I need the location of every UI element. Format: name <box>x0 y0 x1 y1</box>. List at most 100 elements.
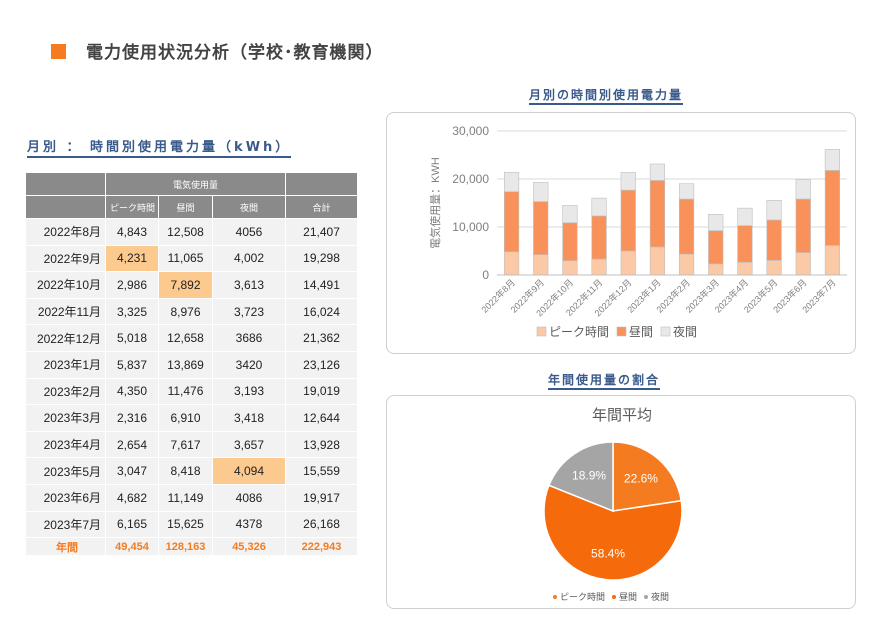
table-row: 2023年3月 2,316 6,910 3,418 12,644 <box>25 404 359 432</box>
pie-title: 年間平均 <box>592 407 652 424</box>
pie-slice <box>548 441 614 513</box>
column-header-day: 昼間 <box>158 195 213 219</box>
page-title: 電力使用状況分析（学校･教育機関） <box>86 43 384 63</box>
bar-segment <box>766 260 782 276</box>
bar-chart-heading: 月別の時間別使用電力量 <box>529 86 684 105</box>
cell-day: 6,910 <box>158 404 213 432</box>
total-total: 222,943 <box>285 537 359 557</box>
total-night: 45,326 <box>211 537 287 557</box>
column-header-night: 夜間 <box>211 195 287 219</box>
bar-segment <box>562 205 578 224</box>
cell-peak: 6,165 <box>105 510 159 539</box>
table-row: 2023年2月 4,350 11,476 3,193 19,019 <box>25 377 359 406</box>
bar-segment <box>795 198 811 253</box>
cell-night: 4,002 <box>211 244 287 273</box>
column-header-peak: ピーク時間 <box>105 195 159 219</box>
table-group-header: 電気使用量 <box>104 172 287 196</box>
cell-night: 4086 <box>211 483 287 512</box>
cell-peak: 5,018 <box>105 324 159 352</box>
pie-chart-panel: 年間平均 22.6% 58.4% 18.9% ピーク時間 昼間 夜間 <box>386 395 856 609</box>
cell-day: 11,476 <box>158 377 213 406</box>
stacked-bar-chart: 010,00020,00030,000電気使用量：KWH2022年8月2022年… <box>428 124 847 339</box>
row-month: 2022年10月 <box>25 271 106 299</box>
bar-segment <box>737 207 753 226</box>
legend-dot <box>644 595 648 599</box>
cell-total: 13,928 <box>285 430 359 459</box>
cell-peak: 3,325 <box>105 297 159 326</box>
cell-night: 3420 <box>211 350 287 379</box>
cell-total: 26,168 <box>285 510 359 539</box>
bar-segment <box>649 180 666 248</box>
legend-label: ピーク時間 <box>549 325 609 339</box>
cell-total: 15,559 <box>285 457 359 485</box>
bar-segment <box>620 250 636 276</box>
cell-total: 21,362 <box>285 324 359 352</box>
y-tick-label: 10,000 <box>452 220 489 234</box>
cell-night: 3,418 <box>211 404 287 432</box>
bar-segment <box>737 261 753 276</box>
cell-total: 23,126 <box>285 350 359 379</box>
pie-slice <box>612 441 683 512</box>
total-month: 年間 <box>25 537 106 557</box>
cell-total: 19,298 <box>285 244 359 273</box>
bar-segment <box>824 170 841 246</box>
row-month: 2023年3月 <box>25 404 106 432</box>
cell-day: 13,869 <box>158 350 213 379</box>
legend-dot <box>612 595 616 599</box>
cell-day: 11,065 <box>158 244 213 273</box>
bar-segment <box>533 182 549 202</box>
cell-day: 15,625 <box>158 510 213 539</box>
cell-peak: 2,316 <box>105 404 159 432</box>
table-row: 2022年8月 4,843 12,508 4056 21,407 <box>25 218 359 246</box>
table-row: 2022年12月 5,018 12,658 3686 21,362 <box>25 324 359 352</box>
y-axis-label: 電気使用量：KWH <box>428 157 442 249</box>
cell-night: 3,723 <box>211 297 287 326</box>
cell-night: 3,193 <box>211 377 287 406</box>
cell-peak: 4,231 <box>105 244 159 273</box>
bar-segment <box>503 191 520 253</box>
bar-segment <box>708 214 724 232</box>
row-month: 2023年1月 <box>25 350 106 379</box>
cell-night: 3,657 <box>211 430 287 459</box>
row-month: 2022年11月 <box>25 297 106 326</box>
row-month: 2023年2月 <box>25 377 106 406</box>
cell-day: 7,617 <box>158 430 213 459</box>
bar-segment <box>708 263 724 276</box>
cell-total: 19,917 <box>285 483 359 512</box>
bar-segment <box>533 254 549 276</box>
bar-segment <box>620 172 636 191</box>
bar-segment <box>591 258 607 276</box>
legend-label: 夜間 <box>673 324 697 339</box>
cell-peak: 4,682 <box>105 483 159 512</box>
table-row: 2023年6月 4,682 11,149 4086 19,917 <box>25 483 359 512</box>
cell-day: 8,976 <box>158 297 213 326</box>
bar-segment <box>591 215 607 260</box>
row-month: 2023年4月 <box>25 430 106 459</box>
cell-total: 14,491 <box>285 271 359 299</box>
legend-swatch <box>660 326 671 337</box>
y-tick-label: 30,000 <box>452 124 489 138</box>
table-row: 2023年5月 3,047 8,418 4,094 15,559 <box>25 457 359 485</box>
bar-segment <box>649 163 666 181</box>
legend-dot <box>553 595 557 599</box>
bar-chart-panel: 0 10,000 20,000 30,000 電気使用量：KWH 2022年8月 2022年… <box>386 112 856 354</box>
legend-label: 昼間 <box>629 325 653 339</box>
bar-segment <box>503 251 520 276</box>
cell-peak: 3,047 <box>105 457 159 485</box>
table-row: 2022年10月 2,986 7,892 3,613 14,491 <box>25 271 359 299</box>
legend-swatch <box>616 326 627 337</box>
row-month: 2022年9月 <box>25 244 106 273</box>
row-month: 2023年6月 <box>25 483 106 512</box>
bar-segment <box>795 179 811 200</box>
cell-night: 3686 <box>211 324 287 352</box>
bar-segment <box>562 260 578 276</box>
cell-day: 11,149 <box>158 483 213 512</box>
bar-segment <box>533 201 549 255</box>
legend-label: 昼間 <box>619 592 637 602</box>
row-month: 2023年5月 <box>25 457 106 485</box>
table-total-row: 年間 49,454 128,163 45,326 222,943 <box>25 537 359 557</box>
row-month: 2022年8月 <box>25 218 106 246</box>
bar-segment <box>620 189 636 252</box>
legend-label: ピーク時間 <box>560 592 605 602</box>
table-row: 2023年1月 5,837 13,869 3420 23,126 <box>25 350 359 379</box>
